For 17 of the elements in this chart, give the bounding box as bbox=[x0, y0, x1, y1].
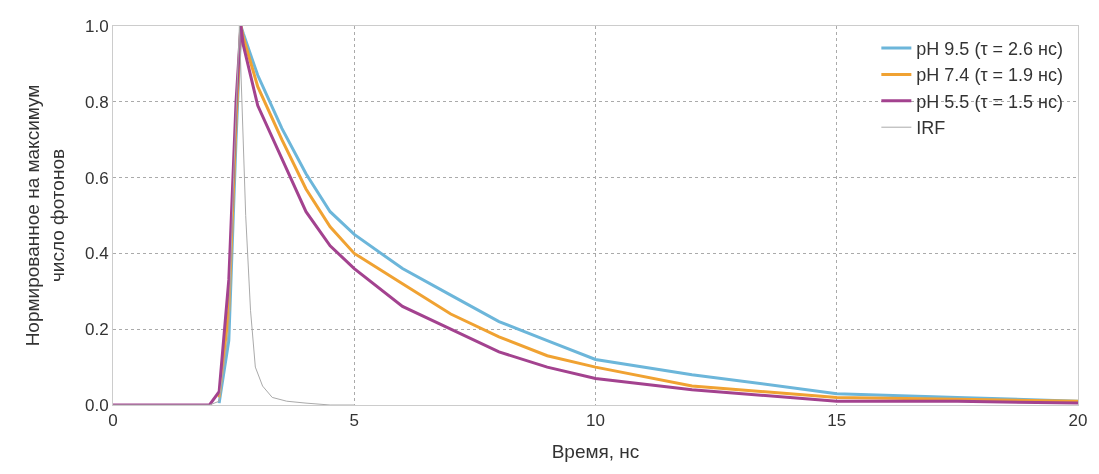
legend-label: pH 7.4 (τ = 1.9 нс) bbox=[916, 65, 1063, 86]
x-tick-label: 5 bbox=[349, 411, 359, 431]
y-tick-label: 0.2 bbox=[84, 320, 109, 340]
y-axis-title: Нормированное на максимум число фотонов bbox=[22, 84, 68, 347]
x-tick-label: 0 bbox=[108, 411, 118, 431]
legend-label: pH 5.5 (τ = 1.5 нс) bbox=[916, 91, 1063, 112]
y-tick-label: 0.0 bbox=[84, 395, 109, 415]
y-tick-label: 0.6 bbox=[84, 168, 109, 188]
x-tick-label: 15 bbox=[827, 411, 847, 431]
y-tick-label: 1.0 bbox=[84, 16, 109, 36]
legend-label: IRF bbox=[916, 118, 946, 139]
x-tick-label: 10 bbox=[586, 411, 605, 431]
x-axis-title: Время, нс bbox=[551, 441, 640, 463]
x-tick-label: 20 bbox=[1068, 411, 1088, 431]
y-tick-label: 0.8 bbox=[84, 92, 109, 112]
y-tick-label: 0.4 bbox=[84, 244, 109, 264]
legend-label: pH 9.5 (τ = 2.6 нс) bbox=[916, 39, 1063, 60]
